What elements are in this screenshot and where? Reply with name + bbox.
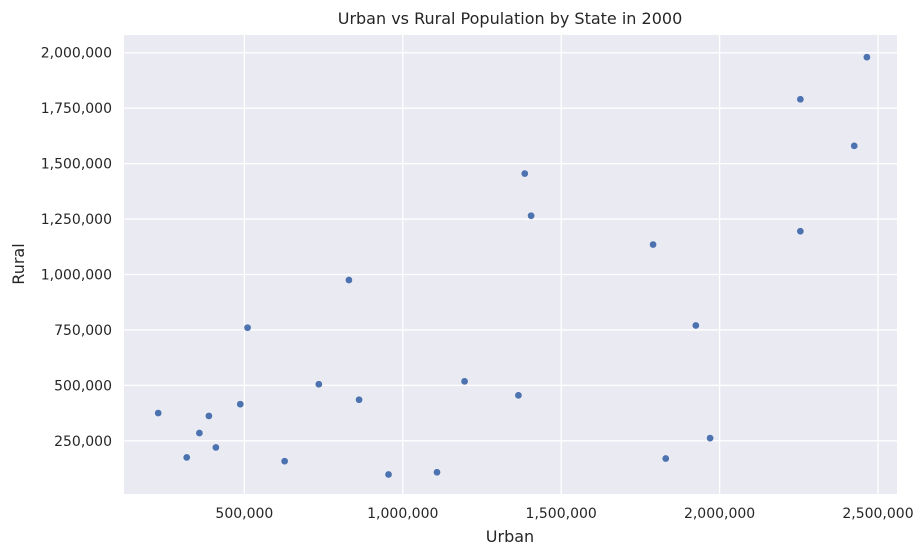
scatter-point xyxy=(706,434,714,442)
scatter-point xyxy=(154,409,163,417)
scatter-point xyxy=(692,321,700,330)
y-axis-title: Rural xyxy=(9,243,28,284)
scatter-point xyxy=(345,276,353,284)
scatter-point xyxy=(661,454,670,463)
y-tick-label: 500,000 xyxy=(54,378,112,394)
y-tick-label: 1,000,000 xyxy=(41,267,112,283)
y-tick-label: 1,250,000 xyxy=(41,212,112,228)
scatter-point xyxy=(863,53,871,61)
y-tick-label: 1,500,000 xyxy=(41,157,112,173)
x-tick-label: 1,000,000 xyxy=(367,506,438,522)
scatter-point xyxy=(243,323,252,332)
chart-title: Urban vs Rural Population by State in 20… xyxy=(338,9,683,28)
y-tick-label: 2,000,000 xyxy=(41,46,112,62)
scatter-point xyxy=(384,470,393,479)
scatter-point xyxy=(315,380,323,389)
tick-labels: 500,000 1,000,000 1,500,000 2,000,000 2,500,… xyxy=(41,46,914,522)
scatter-point xyxy=(236,400,245,408)
x-tick-label: 500,000 xyxy=(215,506,273,522)
scatter-point xyxy=(520,169,529,178)
y-tick-label: 250,000 xyxy=(54,434,112,450)
scatter-point xyxy=(850,142,859,150)
scatter-point xyxy=(195,429,204,437)
scatter-point xyxy=(796,227,805,236)
scatter-point xyxy=(460,377,469,386)
scatter-point xyxy=(796,95,805,104)
y-tick-label: 1,750,000 xyxy=(41,101,112,117)
x-tick-label: 1,500,000 xyxy=(526,506,597,522)
scatter-point xyxy=(355,395,363,404)
scatter-point xyxy=(205,412,213,420)
scatter-point xyxy=(527,211,535,220)
x-tick-label: 2,500,000 xyxy=(842,506,913,522)
scatter-point xyxy=(212,443,220,452)
x-tick-label: 2,000,000 xyxy=(684,506,755,522)
data-points xyxy=(154,53,871,479)
scatter-point xyxy=(514,391,523,400)
scatter-point xyxy=(182,453,191,462)
grid xyxy=(124,35,897,494)
plot-background xyxy=(124,35,897,494)
scatter-point xyxy=(280,457,289,465)
scatter-point xyxy=(433,468,441,477)
scatter-point xyxy=(649,240,657,249)
y-tick-label: 750,000 xyxy=(54,323,112,339)
x-axis-title: Urban xyxy=(486,527,534,546)
